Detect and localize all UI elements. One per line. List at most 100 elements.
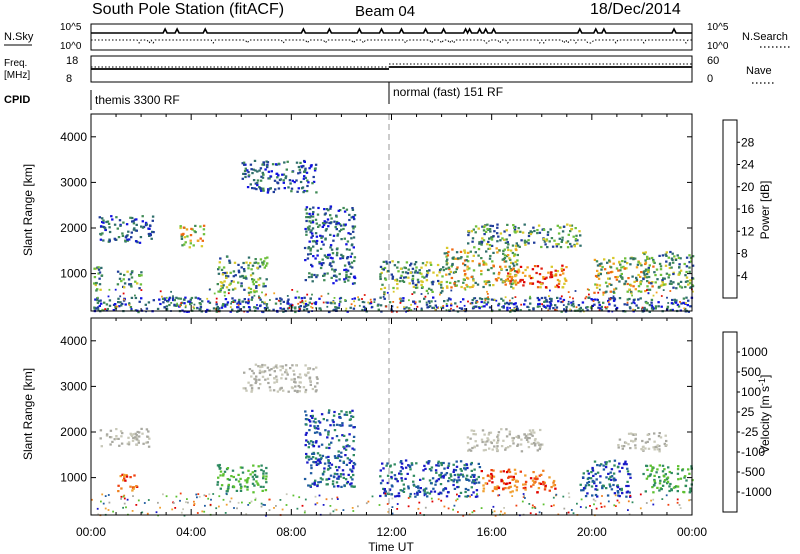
velocity-cell xyxy=(249,384,252,387)
power-cell xyxy=(622,265,625,268)
power-cell xyxy=(521,271,525,274)
power-speckle-cell xyxy=(159,290,162,293)
power-cell xyxy=(646,255,649,258)
power-cell xyxy=(590,298,593,301)
power-speckle-cell xyxy=(495,299,498,302)
power-cell xyxy=(335,220,339,224)
power-cell xyxy=(173,303,176,306)
velocity-speckle-cell xyxy=(563,507,566,510)
power-speckle-cell xyxy=(501,306,503,308)
velocity-speckle-cell xyxy=(594,499,597,502)
power-cell xyxy=(260,187,264,190)
power-cell xyxy=(647,268,650,271)
power-cell xyxy=(342,227,345,231)
power-cell xyxy=(179,225,182,228)
velocity-cell xyxy=(524,483,527,486)
power-cell xyxy=(482,226,486,229)
power-cell xyxy=(269,187,272,190)
power-speckle-cell xyxy=(469,302,472,305)
velocity-cell xyxy=(344,448,348,451)
power-cell xyxy=(505,238,508,241)
power-cell xyxy=(308,272,311,275)
velocity-cell xyxy=(520,438,523,441)
power-cell xyxy=(554,274,558,277)
velocity-speckle-cell xyxy=(538,511,541,514)
velocity-cell xyxy=(351,470,354,473)
power-cell xyxy=(531,268,535,271)
power-cell xyxy=(314,257,317,260)
power-cell xyxy=(228,261,231,264)
power-speckle-cell xyxy=(101,308,104,311)
velocity-cell xyxy=(122,473,126,476)
velocity-cell xyxy=(469,475,473,478)
power-speckle-cell xyxy=(213,292,216,295)
velocity-speckle-cell xyxy=(524,497,526,499)
power-cell xyxy=(119,301,122,304)
power-cell xyxy=(242,268,246,271)
power-cell xyxy=(425,261,429,264)
power-cell xyxy=(517,270,521,273)
velocity-cell xyxy=(529,477,533,480)
velocity-cell xyxy=(537,487,541,490)
velocity-speckle-cell xyxy=(224,512,227,514)
velocity-cell xyxy=(497,439,500,442)
power-cell xyxy=(497,235,500,238)
power-cell xyxy=(185,228,189,231)
power-cell xyxy=(620,276,623,279)
velocity-cell xyxy=(646,433,649,436)
power-cell xyxy=(496,232,499,235)
velocity-cell xyxy=(243,371,246,374)
power-cell xyxy=(410,262,413,265)
power-cell xyxy=(671,298,674,302)
power-cell xyxy=(253,159,257,162)
power-cell xyxy=(533,241,536,244)
power-speckle-cell xyxy=(168,297,171,299)
power-cell xyxy=(549,228,552,231)
power-cell xyxy=(391,275,395,278)
velocity-cell xyxy=(258,365,262,368)
velocity-cell xyxy=(331,437,334,440)
velocity-speckle-cell xyxy=(618,501,621,504)
power-cell xyxy=(349,255,352,258)
power-cell xyxy=(188,300,191,303)
power-cell xyxy=(112,309,115,312)
velocity-cell xyxy=(447,462,451,465)
power-cell xyxy=(492,265,495,268)
power-cell xyxy=(550,271,553,274)
velocity-cell xyxy=(250,389,254,392)
velocity-cell xyxy=(251,369,254,372)
power-speckle-cell xyxy=(277,299,280,302)
velocity-cell xyxy=(120,487,123,490)
power-cell xyxy=(593,298,596,301)
power-cell xyxy=(685,296,688,299)
power-cell xyxy=(491,260,494,263)
velocity-cell xyxy=(125,475,129,478)
power-cell xyxy=(445,304,449,307)
power-speckle-cell xyxy=(229,306,232,308)
power-cell xyxy=(253,187,256,190)
power-cell xyxy=(199,307,202,310)
power-cell xyxy=(353,259,356,263)
velocity-cell xyxy=(617,444,620,447)
power-cell xyxy=(446,258,449,261)
power-speckle-cell xyxy=(631,294,633,297)
power-cell xyxy=(421,275,424,278)
velocity-cell xyxy=(453,478,456,481)
power-cell xyxy=(162,301,165,304)
velocity-speckle-cell xyxy=(236,507,238,510)
power-speckle-cell xyxy=(434,309,437,311)
velocity-speckle-cell xyxy=(91,498,93,501)
power-cell xyxy=(432,306,436,309)
velocity-cell xyxy=(115,437,118,440)
power-cell xyxy=(510,261,513,264)
power-cell xyxy=(163,298,167,301)
power-cell xyxy=(476,283,480,286)
velocity-cell xyxy=(677,465,680,468)
power-speckle-cell xyxy=(249,306,251,309)
power-cell xyxy=(352,230,355,233)
power-cell xyxy=(304,169,307,172)
velocity-speckle-cell xyxy=(187,501,189,504)
power-cell xyxy=(350,261,354,264)
velocity-cell xyxy=(255,480,258,483)
power-cell xyxy=(581,308,584,311)
